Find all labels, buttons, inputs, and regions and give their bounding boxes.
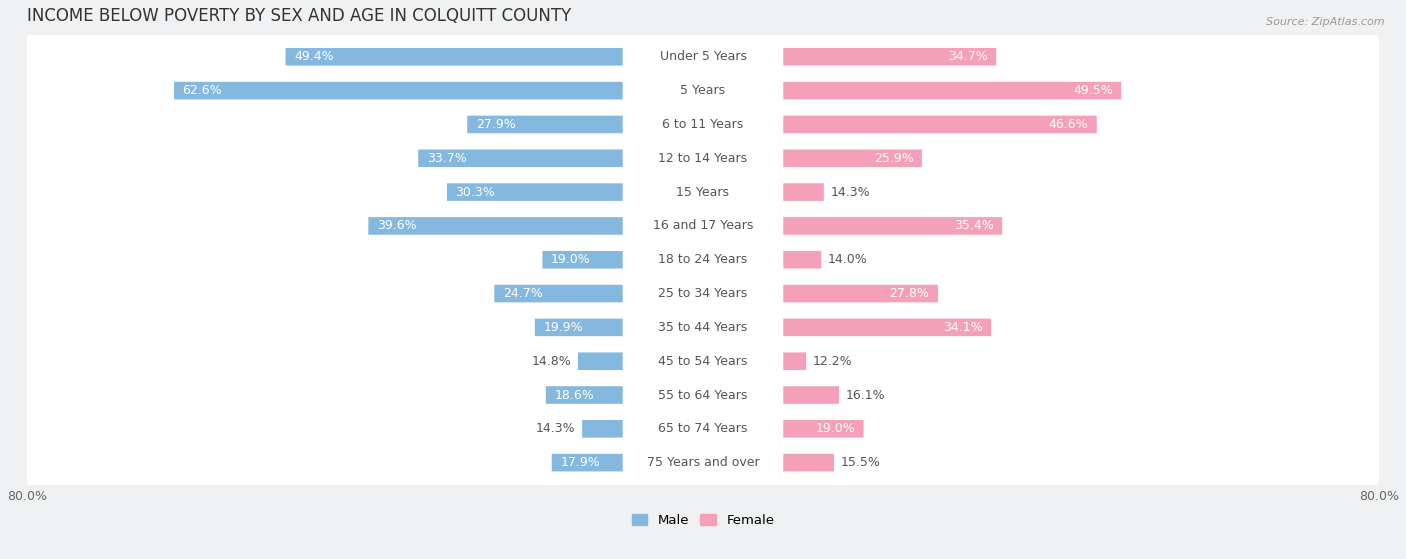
Legend: Male, Female: Male, Female <box>626 509 780 532</box>
Text: 19.0%: 19.0% <box>815 423 855 435</box>
Text: 39.6%: 39.6% <box>377 220 416 233</box>
Text: 15 Years: 15 Years <box>676 186 730 198</box>
Text: 5 Years: 5 Years <box>681 84 725 97</box>
Text: 34.7%: 34.7% <box>948 50 988 63</box>
Text: 19.9%: 19.9% <box>543 321 583 334</box>
FancyBboxPatch shape <box>27 133 1379 183</box>
FancyBboxPatch shape <box>27 201 1379 251</box>
Text: 55 to 64 Years: 55 to 64 Years <box>658 389 748 401</box>
Text: 18.6%: 18.6% <box>554 389 593 401</box>
Text: 14.3%: 14.3% <box>536 423 575 435</box>
Text: 25.9%: 25.9% <box>873 152 914 165</box>
FancyBboxPatch shape <box>27 404 1379 454</box>
FancyBboxPatch shape <box>467 116 623 133</box>
Text: 45 to 54 Years: 45 to 54 Years <box>658 355 748 368</box>
FancyBboxPatch shape <box>783 386 839 404</box>
FancyBboxPatch shape <box>783 48 997 65</box>
FancyBboxPatch shape <box>27 65 1379 116</box>
FancyBboxPatch shape <box>27 335 1379 387</box>
FancyBboxPatch shape <box>783 82 1122 100</box>
FancyBboxPatch shape <box>783 149 922 167</box>
FancyBboxPatch shape <box>27 100 1379 149</box>
Text: 19.0%: 19.0% <box>551 253 591 266</box>
FancyBboxPatch shape <box>27 31 1379 83</box>
Text: 18 to 24 Years: 18 to 24 Years <box>658 253 748 266</box>
FancyBboxPatch shape <box>27 268 1379 320</box>
FancyBboxPatch shape <box>27 336 1379 386</box>
Text: 34.1%: 34.1% <box>943 321 983 334</box>
FancyBboxPatch shape <box>368 217 623 235</box>
FancyBboxPatch shape <box>27 235 1379 285</box>
Text: 17.9%: 17.9% <box>560 456 600 469</box>
Text: 46.6%: 46.6% <box>1049 118 1088 131</box>
FancyBboxPatch shape <box>27 268 1379 319</box>
FancyBboxPatch shape <box>27 301 1379 353</box>
FancyBboxPatch shape <box>783 251 821 268</box>
FancyBboxPatch shape <box>27 437 1379 489</box>
FancyBboxPatch shape <box>285 48 623 65</box>
Text: 33.7%: 33.7% <box>426 152 467 165</box>
Text: 12 to 14 Years: 12 to 14 Years <box>658 152 748 165</box>
FancyBboxPatch shape <box>27 369 1379 421</box>
Text: 75 Years and over: 75 Years and over <box>647 456 759 469</box>
Text: 14.8%: 14.8% <box>531 355 571 368</box>
FancyBboxPatch shape <box>783 352 806 370</box>
FancyBboxPatch shape <box>783 217 1002 235</box>
Text: 49.5%: 49.5% <box>1073 84 1114 97</box>
FancyBboxPatch shape <box>27 167 1379 217</box>
Text: 65 to 74 Years: 65 to 74 Years <box>658 423 748 435</box>
FancyBboxPatch shape <box>783 420 863 438</box>
FancyBboxPatch shape <box>495 285 623 302</box>
FancyBboxPatch shape <box>783 454 834 471</box>
Text: 16 and 17 Years: 16 and 17 Years <box>652 220 754 233</box>
Text: 15.5%: 15.5% <box>841 456 880 469</box>
FancyBboxPatch shape <box>27 166 1379 218</box>
FancyBboxPatch shape <box>27 370 1379 420</box>
FancyBboxPatch shape <box>783 116 1097 133</box>
FancyBboxPatch shape <box>783 319 991 336</box>
FancyBboxPatch shape <box>546 386 623 404</box>
FancyBboxPatch shape <box>27 32 1379 82</box>
FancyBboxPatch shape <box>543 251 623 268</box>
FancyBboxPatch shape <box>582 420 623 438</box>
Text: INCOME BELOW POVERTY BY SEX AND AGE IN COLQUITT COUNTY: INCOME BELOW POVERTY BY SEX AND AGE IN C… <box>27 7 571 25</box>
Text: 30.3%: 30.3% <box>456 186 495 198</box>
Text: 24.7%: 24.7% <box>503 287 543 300</box>
FancyBboxPatch shape <box>27 132 1379 184</box>
FancyBboxPatch shape <box>27 403 1379 455</box>
Text: 35 to 44 Years: 35 to 44 Years <box>658 321 748 334</box>
Text: 35.4%: 35.4% <box>953 220 994 233</box>
FancyBboxPatch shape <box>578 352 623 370</box>
Text: Under 5 Years: Under 5 Years <box>659 50 747 63</box>
FancyBboxPatch shape <box>447 183 623 201</box>
FancyBboxPatch shape <box>418 149 623 167</box>
FancyBboxPatch shape <box>27 302 1379 352</box>
FancyBboxPatch shape <box>27 65 1379 117</box>
Text: 12.2%: 12.2% <box>813 355 852 368</box>
FancyBboxPatch shape <box>174 82 623 100</box>
Text: 49.4%: 49.4% <box>294 50 333 63</box>
Text: 14.3%: 14.3% <box>831 186 870 198</box>
Text: 14.0%: 14.0% <box>828 253 868 266</box>
Text: Source: ZipAtlas.com: Source: ZipAtlas.com <box>1267 17 1385 27</box>
FancyBboxPatch shape <box>783 285 938 302</box>
FancyBboxPatch shape <box>27 200 1379 252</box>
FancyBboxPatch shape <box>783 183 824 201</box>
Text: 27.8%: 27.8% <box>890 287 929 300</box>
FancyBboxPatch shape <box>27 98 1379 150</box>
FancyBboxPatch shape <box>27 234 1379 286</box>
Text: 27.9%: 27.9% <box>475 118 516 131</box>
Text: 16.1%: 16.1% <box>846 389 886 401</box>
FancyBboxPatch shape <box>27 438 1379 487</box>
FancyBboxPatch shape <box>534 319 623 336</box>
Text: 6 to 11 Years: 6 to 11 Years <box>662 118 744 131</box>
Text: 62.6%: 62.6% <box>183 84 222 97</box>
FancyBboxPatch shape <box>551 454 623 471</box>
Text: 25 to 34 Years: 25 to 34 Years <box>658 287 748 300</box>
